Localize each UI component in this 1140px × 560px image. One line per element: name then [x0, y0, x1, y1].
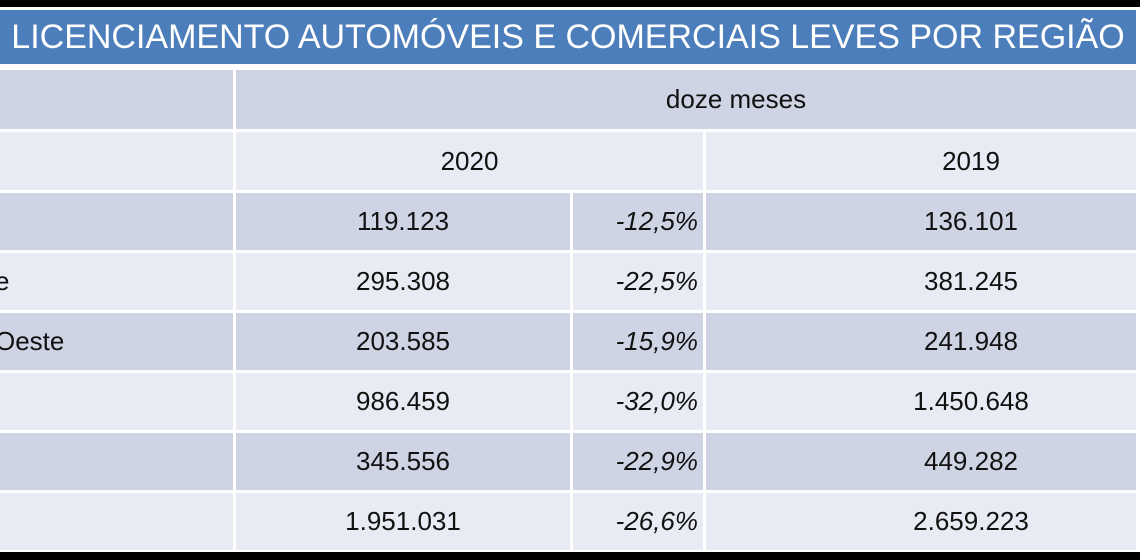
- value-2020: 119.123: [236, 193, 570, 250]
- page-title: LICENCIAMENTO AUTOMÓVEIS E COMERCIAIS LE…: [11, 17, 1125, 56]
- title-bar: LICENCIAMENTO AUTOMÓVEIS E COMERCIAIS LE…: [0, 10, 1136, 64]
- value-2020: 295.308: [236, 253, 570, 310]
- pct-change: -12,5%: [573, 193, 703, 250]
- value-2019: 449.282: [706, 433, 1136, 490]
- value-2020: 1.951.031: [236, 493, 570, 550]
- value-2019: 136.101: [706, 193, 1136, 250]
- region-subheader-cell: [0, 132, 233, 190]
- period-header-cell: doze meses: [236, 70, 1136, 129]
- value-2019: 1.450.648: [706, 373, 1136, 430]
- region-label: e: [0, 253, 233, 310]
- region-label: [0, 373, 233, 430]
- bottom-frame-bar: [0, 552, 1140, 560]
- year-2020-header: 2020: [236, 132, 703, 190]
- value-2020: 345.556: [236, 433, 570, 490]
- region-label: [0, 433, 233, 490]
- pct-change: -26,6%: [573, 493, 703, 550]
- pct-change: -22,9%: [573, 433, 703, 490]
- value-2020: 203.585: [236, 313, 570, 370]
- value-2019: 381.245: [706, 253, 1136, 310]
- value-2020: 986.459: [236, 373, 570, 430]
- region-header-cell: [0, 70, 233, 129]
- region-label: [0, 493, 233, 550]
- pct-change: -22,5%: [573, 253, 703, 310]
- top-frame-bar: [0, 0, 1140, 7]
- licensing-by-region-table: doze meses 2020 2019 119.123 -12,5% 136.…: [0, 70, 1136, 550]
- year-2019-header: 2019: [706, 132, 1136, 190]
- region-label: Oeste: [0, 313, 233, 370]
- pct-change: -32,0%: [573, 373, 703, 430]
- pct-change: -15,9%: [573, 313, 703, 370]
- value-2019: 2.659.223: [706, 493, 1136, 550]
- value-2019: 241.948: [706, 313, 1136, 370]
- region-label: [0, 193, 233, 250]
